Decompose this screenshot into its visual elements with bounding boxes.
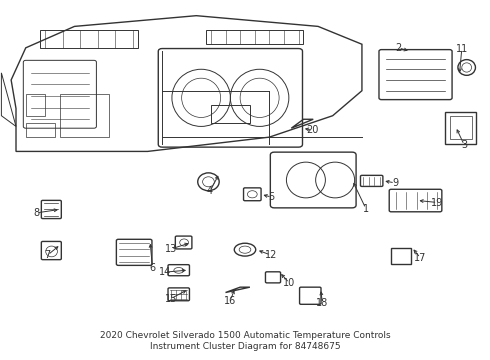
Bar	[40, 30, 138, 48]
Bar	[391, 248, 411, 264]
Text: 9: 9	[392, 178, 398, 188]
Text: 7: 7	[45, 250, 51, 260]
Text: 3: 3	[461, 140, 467, 150]
Text: 13: 13	[165, 244, 177, 254]
Text: 14: 14	[158, 267, 171, 277]
Text: 17: 17	[414, 253, 427, 263]
Text: 2: 2	[395, 43, 402, 53]
Text: 5: 5	[269, 192, 275, 202]
Text: 16: 16	[224, 296, 237, 306]
Bar	[26, 94, 45, 116]
Text: 8: 8	[33, 208, 40, 218]
Text: 6: 6	[149, 262, 155, 273]
Text: 2020 Chevrolet Silverado 1500 Automatic Temperature Controls
Instrument Cluster : 2020 Chevrolet Silverado 1500 Automatic …	[99, 331, 391, 351]
Text: 12: 12	[265, 250, 277, 260]
Text: 15: 15	[165, 294, 177, 303]
Text: 18: 18	[317, 298, 329, 308]
Text: 11: 11	[456, 44, 468, 54]
Text: 20: 20	[306, 125, 318, 135]
Bar	[450, 116, 471, 139]
Text: 19: 19	[431, 198, 443, 207]
Text: 1: 1	[363, 203, 369, 213]
Text: 10: 10	[283, 278, 295, 288]
Bar	[211, 105, 250, 123]
Bar	[206, 30, 303, 44]
Text: 4: 4	[207, 186, 213, 197]
Bar	[26, 123, 55, 137]
Bar	[60, 94, 109, 137]
Bar	[445, 112, 476, 144]
